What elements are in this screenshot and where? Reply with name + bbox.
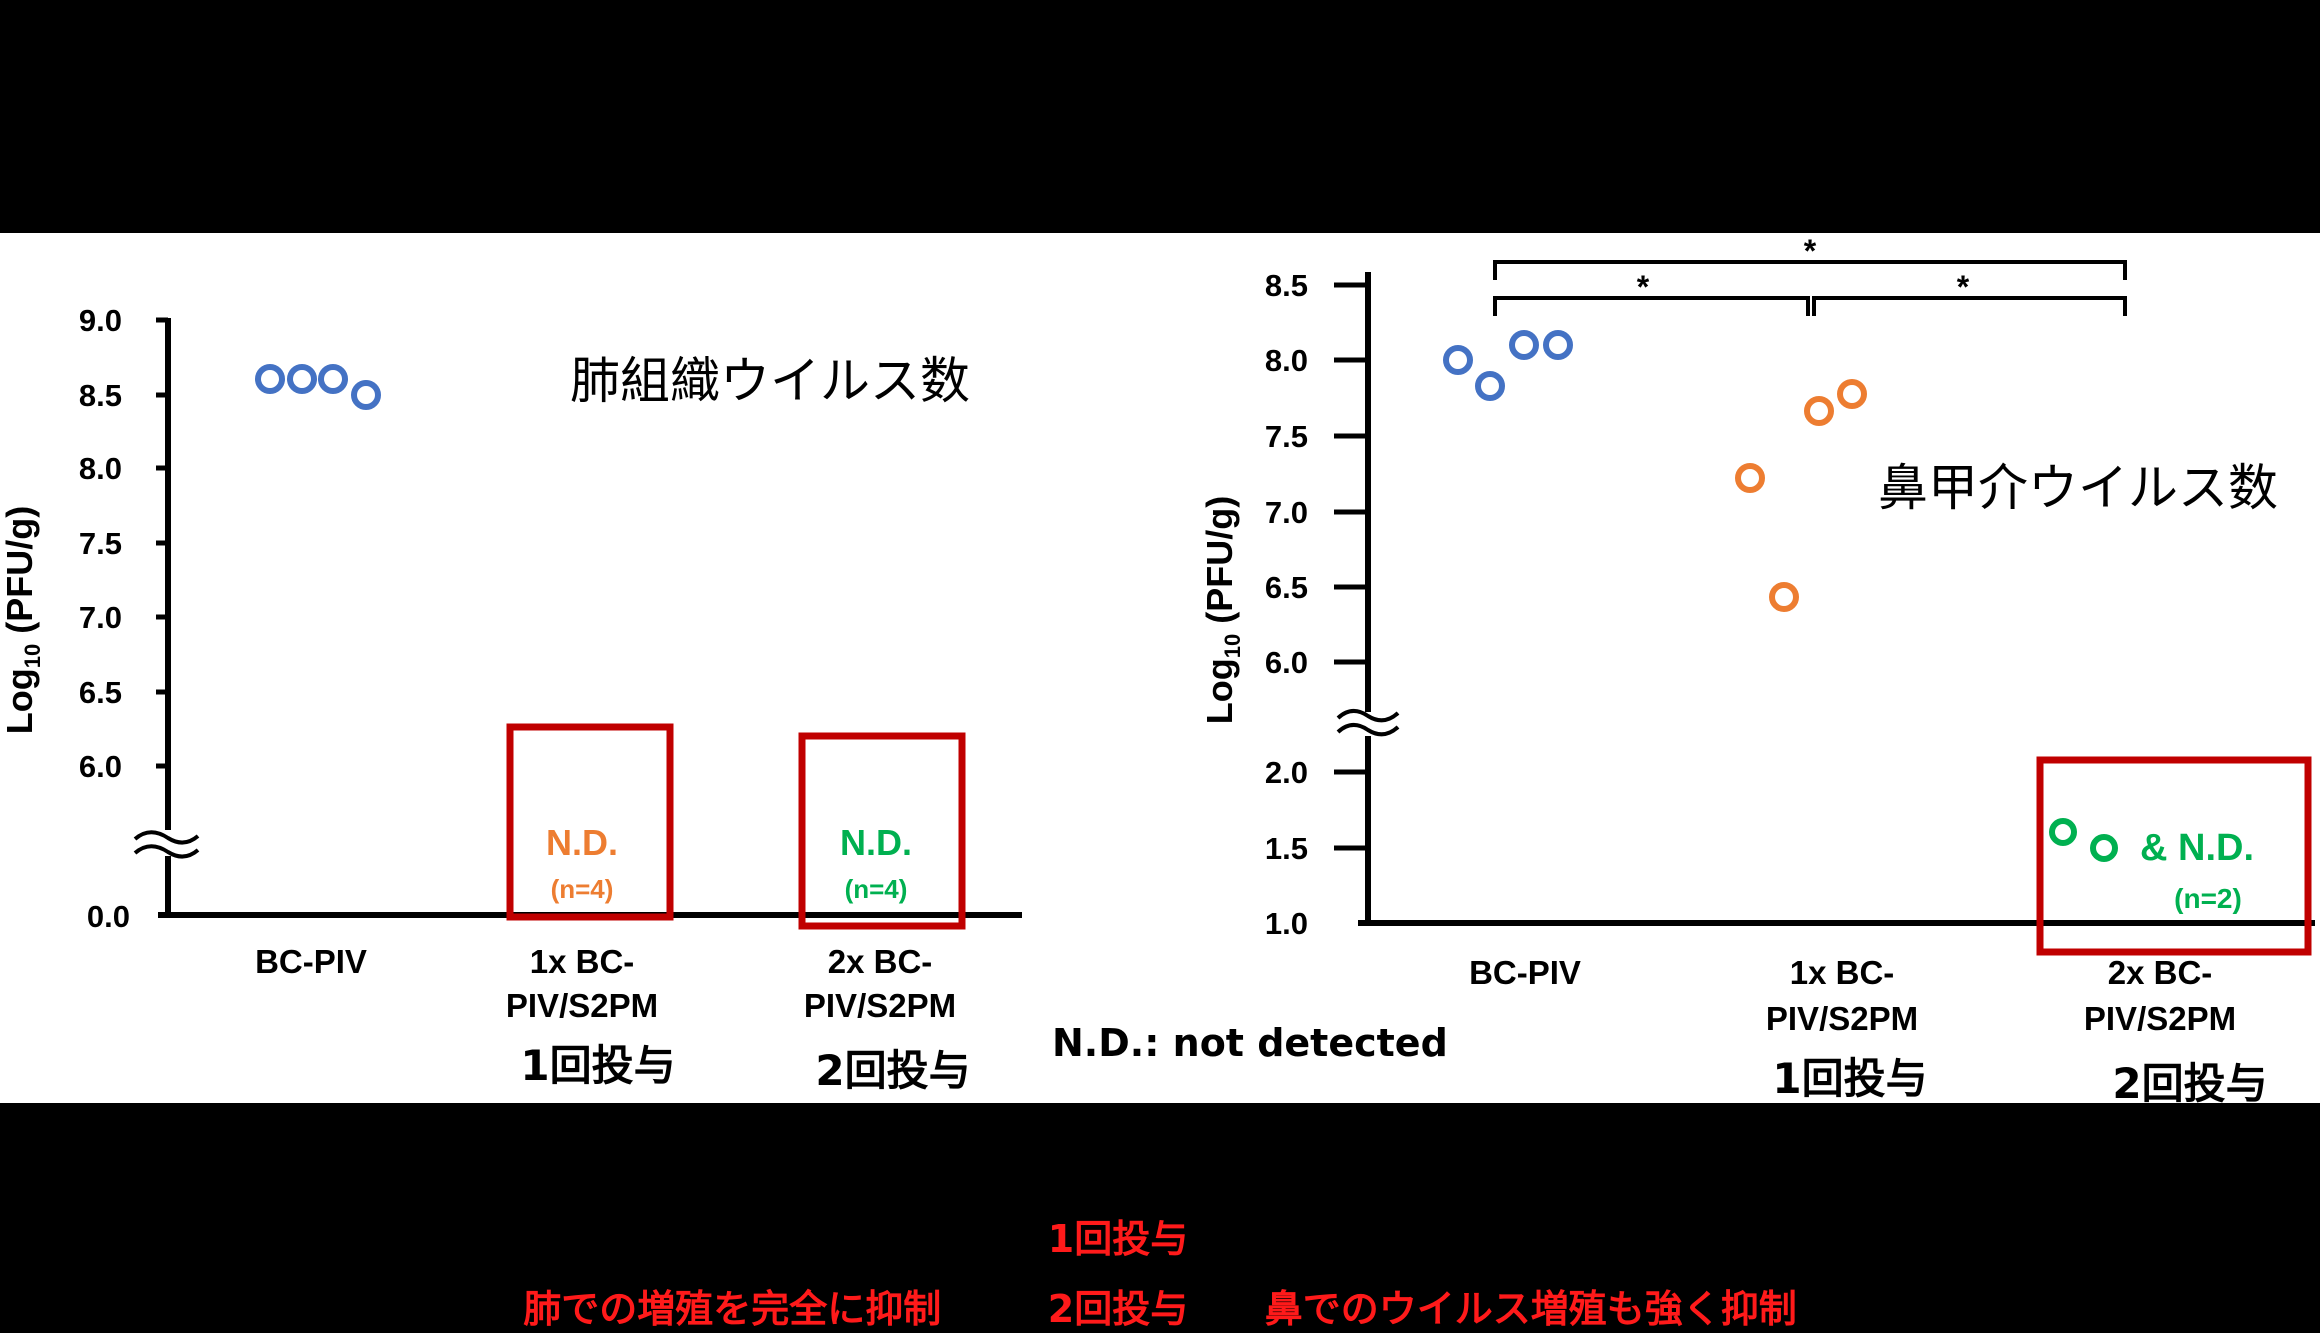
left-2x-n-label: (n=4) [845, 874, 908, 904]
right-x-labels: BC-PIV 1x BC- PIV/S2PM 2x BC- PIV/S2PM [1469, 954, 2236, 1037]
left-1x-highlight-box [506, 723, 674, 921]
data-point [1769, 582, 1799, 612]
right-dose-labels: 1回投与 2回投与 [1772, 1054, 2267, 1108]
bracket-bcpiv-2x [1493, 260, 2127, 280]
right-2x-highlight-box [2036, 756, 2312, 956]
tick-label: 6.5 [79, 675, 122, 710]
right-chart: 8.5 8.0 7.5 7.0 6.5 6.0 2.0 1.5 1.0 Log1… [1199, 233, 2315, 1108]
figure-panel [0, 233, 2320, 1103]
significance-star: * [1957, 269, 1970, 305]
category-label: 1x BC- [1790, 954, 1895, 991]
left-axis-break-icon [133, 830, 200, 859]
caption-dose-once: 1回投与 [1047, 1217, 1189, 1261]
left-bc-piv-points [255, 364, 381, 410]
tick-label: 6.0 [1265, 645, 1308, 680]
data-point [1735, 463, 1765, 493]
data-point [255, 364, 285, 394]
right-chart-title: 鼻甲介ウイルス数 [1878, 459, 2278, 517]
data-point [2090, 834, 2118, 862]
bracket-bcpiv-1x [1493, 296, 1810, 316]
category-label: PIV/S2PM [506, 987, 658, 1024]
tick-label: 7.0 [1265, 495, 1308, 530]
tick-label: 7.5 [79, 526, 122, 561]
left-chart: 9.0 8.5 8.0 7.5 7.0 6.5 6.0 0.0 Log10 (P… [0, 303, 1022, 1095]
category-label: BC-PIV [1469, 954, 1581, 991]
right-1x-points [1735, 379, 1867, 612]
caption-lung-suppression: 肺での増殖を完全に抑制 [523, 1287, 942, 1331]
tick-label: 1.0 [1265, 906, 1308, 941]
right-y-ticks [1334, 282, 1368, 851]
right-2x-nd-label: & N.D. [2140, 827, 2254, 869]
caption-nasal-suppression: 鼻でのウイルス増殖も強く抑制 [1264, 1287, 1797, 1331]
right-axis-break-icon [1336, 709, 1400, 737]
data-point [287, 364, 317, 394]
bracket-1x-2x [1812, 296, 2127, 316]
category-label: 2x BC- [2108, 954, 2213, 991]
data-point [1475, 371, 1505, 401]
data-point [1443, 345, 1473, 375]
left-x-labels: BC-PIV 1x BC- PIV/S2PM 2x BC- PIV/S2PM [255, 943, 956, 1024]
dose-label: 2回投与 [2112, 1059, 2267, 1108]
caption-line-1: 1回投与 [0, 1208, 2320, 1263]
tick-label: 7.0 [79, 600, 122, 635]
right-bc-piv-points [1443, 330, 1573, 401]
right-2x-points [2049, 818, 2118, 862]
data-point [1837, 379, 1867, 409]
data-point [1804, 396, 1834, 426]
caption-line-2: 肺での増殖を完全に抑制 2回投与 鼻でのウイルス増殖も強く抑制 [0, 1278, 2320, 1333]
data-point [351, 380, 381, 410]
tick-label: 8.0 [1265, 343, 1308, 378]
data-point [318, 364, 348, 394]
category-label: PIV/S2PM [804, 987, 956, 1024]
tick-label: 8.5 [79, 378, 122, 413]
left-2x-highlight-box [798, 732, 966, 930]
left-y-ticks [156, 317, 168, 769]
category-label: BC-PIV [255, 943, 367, 980]
category-label: 2x BC- [828, 943, 933, 980]
category-label: PIV/S2PM [2084, 1000, 2236, 1037]
left-1x-nd-label: N.D. [546, 822, 618, 863]
dose-label: 1回投与 [1772, 1054, 1927, 1103]
significance-brackets [1493, 260, 2127, 316]
significance-labels: * * * [1637, 233, 1970, 305]
tick-label: 8.5 [1265, 268, 1308, 303]
data-point [1509, 330, 1539, 360]
left-1x-n-label: (n=4) [551, 874, 614, 904]
tick-label: 0.0 [87, 899, 130, 934]
tick-label: 7.5 [1265, 419, 1308, 454]
tick-label: 6.0 [79, 749, 122, 784]
dose-label: 2回投与 [815, 1046, 970, 1095]
data-point [1543, 330, 1573, 360]
category-label: 1x BC- [530, 943, 635, 980]
left-2x-nd-label: N.D. [840, 822, 912, 863]
data-point [2049, 818, 2077, 846]
left-y-tick-labels: 9.0 8.5 8.0 7.5 7.0 6.5 6.0 0.0 [79, 303, 130, 934]
significance-star: * [1637, 269, 1650, 305]
category-label: PIV/S2PM [1766, 1000, 1918, 1037]
nd-footnote: N.D.: not detected [1052, 1021, 1448, 1065]
tick-label: 6.5 [1265, 570, 1308, 605]
tick-label: 8.0 [79, 451, 122, 486]
tick-label: 1.5 [1265, 831, 1308, 866]
left-chart-title: 肺組織ウイルス数 [570, 352, 970, 410]
right-2x-n-label: (n=2) [2174, 883, 2242, 914]
left-dose-labels: 1回投与 2回投与 [520, 1041, 970, 1095]
tick-label: 2.0 [1265, 755, 1308, 790]
right-y-axis-label: Log10 (PFU/g) [1199, 496, 1245, 724]
right-y-tick-labels: 8.5 8.0 7.5 7.0 6.5 6.0 2.0 1.5 1.0 [1265, 268, 1308, 941]
dose-label: 1回投与 [520, 1041, 675, 1090]
tick-label: 9.0 [79, 303, 122, 338]
significance-star: * [1804, 233, 1817, 269]
left-y-axis-label: Log10 (PFU/g) [0, 506, 45, 734]
caption-dose-twice: 2回投与 [1047, 1287, 1189, 1331]
